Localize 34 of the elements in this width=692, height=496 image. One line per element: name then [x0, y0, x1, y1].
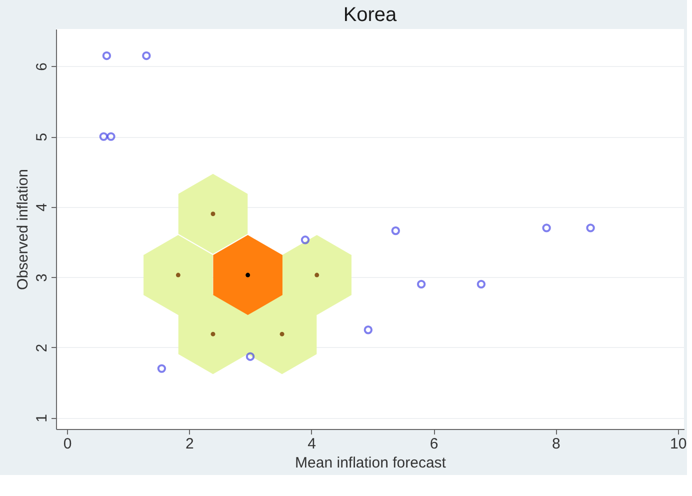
- y-tick-label: 5: [34, 132, 50, 142]
- x-tick-label: 4: [308, 436, 316, 452]
- point: [542, 224, 551, 232]
- point: [246, 272, 250, 278]
- y-tick-label: 1: [34, 414, 50, 422]
- point: [416, 280, 426, 289]
- point: [210, 332, 216, 336]
- point: [157, 364, 166, 373]
- point: [99, 132, 108, 141]
- x-tick-label: 6: [430, 436, 438, 452]
- y-axis-title: Observed inflation: [14, 169, 32, 290]
- x-tick-label: 0: [63, 436, 72, 452]
- y-tick-label: 6: [34, 62, 50, 71]
- point: [176, 272, 180, 278]
- y-tick-label: 2: [34, 344, 50, 352]
- x-tick-label: 8: [552, 436, 560, 452]
- point: [391, 226, 400, 236]
- x-axis-title: Mean inflation forecast: [295, 454, 447, 472]
- y-tick-label: 4: [34, 203, 50, 212]
- x-tick-label: 2: [186, 436, 194, 452]
- y-tick-label: 3: [34, 273, 50, 282]
- point: [102, 51, 112, 60]
- chart-title: Korea: [343, 4, 398, 26]
- point: [210, 212, 216, 216]
- point: [314, 272, 320, 278]
- point: [106, 132, 116, 141]
- point: [476, 280, 486, 289]
- point: [586, 224, 595, 232]
- point: [300, 236, 310, 244]
- point: [280, 332, 284, 336]
- point: [364, 326, 373, 334]
- point: [142, 51, 151, 60]
- x-tick-label: 10: [670, 436, 687, 452]
- point: [246, 352, 255, 361]
